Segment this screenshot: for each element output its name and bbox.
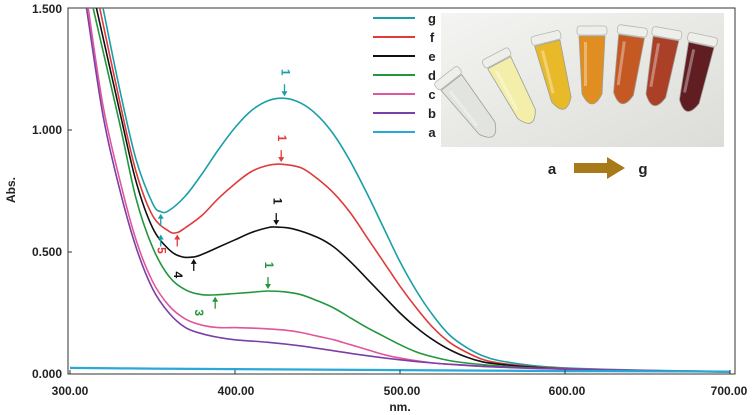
sample-tube bbox=[613, 24, 648, 105]
inset-from-label: a bbox=[548, 161, 557, 178]
legend-label: a bbox=[428, 125, 436, 140]
legend-label: f bbox=[430, 30, 435, 45]
sample-tube bbox=[530, 30, 572, 110]
series-line-d bbox=[92, 8, 731, 373]
legend-label: g bbox=[428, 11, 436, 26]
y-tick-label: 0.500 bbox=[32, 245, 62, 259]
plot-frame bbox=[67, 7, 736, 375]
annotation-arrowhead bbox=[281, 91, 288, 97]
annotation-arrowhead bbox=[157, 213, 164, 219]
annotation-arrowhead bbox=[278, 157, 285, 163]
sample-tube bbox=[679, 32, 718, 112]
annotation-arrowhead bbox=[265, 284, 271, 290]
inset-to-label: g bbox=[638, 161, 647, 178]
tube-photo-inset bbox=[434, 13, 724, 147]
valley-annotation: 4 bbox=[171, 272, 185, 279]
y-axis-label: Abs. bbox=[4, 177, 18, 203]
sample-tube bbox=[645, 26, 683, 106]
annotation-arrowhead bbox=[157, 234, 164, 240]
y-tick-label: 1.500 bbox=[32, 2, 62, 16]
peak-annotation: 1 bbox=[275, 135, 289, 142]
peak-annotation: 1 bbox=[270, 198, 284, 205]
sample-tube bbox=[481, 47, 536, 124]
x-axis-label: nm. bbox=[389, 400, 410, 414]
annotation-arrowhead bbox=[212, 296, 219, 302]
y-tick-label: 1.000 bbox=[32, 123, 62, 137]
series-line-b bbox=[85, 8, 731, 373]
series-line-g bbox=[102, 8, 731, 373]
annotation-arrowhead bbox=[174, 234, 181, 240]
annotation-arrowhead bbox=[273, 220, 280, 226]
y-tick-label: 0.000 bbox=[32, 367, 62, 381]
inset-direction-arrow-icon bbox=[574, 157, 625, 179]
x-tick-label: 700.00 bbox=[711, 384, 748, 398]
peak-annotation: 1 bbox=[262, 262, 276, 269]
sample-tube bbox=[576, 25, 608, 105]
x-tick-label: 600.00 bbox=[549, 384, 586, 398]
series-line-e bbox=[95, 8, 731, 373]
valley-annotation: 3 bbox=[192, 309, 206, 316]
legend-label: b bbox=[428, 106, 436, 121]
series-line-f bbox=[98, 8, 731, 373]
x-tick-label: 400.00 bbox=[218, 384, 255, 398]
x-tick-label: 500.00 bbox=[384, 384, 421, 398]
x-tick-label: 300.00 bbox=[52, 384, 89, 398]
annotation-arrowhead bbox=[190, 258, 197, 264]
legend-label: d bbox=[428, 68, 436, 83]
peak-annotation: 1 bbox=[279, 69, 293, 76]
valley-annotation: 5 bbox=[154, 247, 168, 254]
legend-label: c bbox=[428, 87, 435, 102]
sample-tube bbox=[434, 66, 497, 138]
legend-label: e bbox=[428, 49, 435, 64]
